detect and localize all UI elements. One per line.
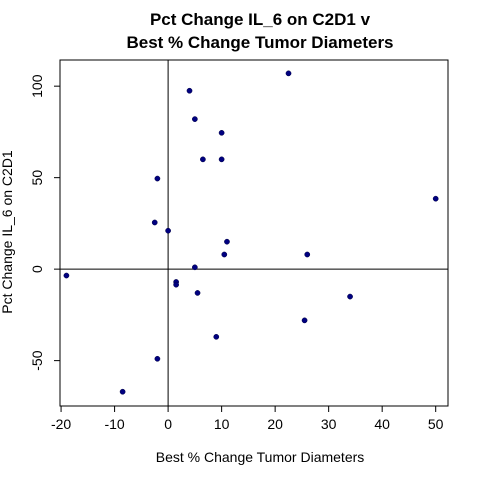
data-point — [119, 388, 126, 395]
data-points — [63, 70, 439, 395]
reference-lines — [60, 60, 448, 406]
x-tick-label: 10 — [214, 416, 230, 432]
data-point — [304, 251, 311, 258]
x-tick-label: 20 — [267, 416, 283, 432]
data-point — [200, 156, 206, 163]
x-tick-label: -20 — [51, 416, 71, 432]
data-point — [192, 264, 198, 271]
data-point — [63, 272, 70, 279]
x-tick-label: 40 — [374, 416, 390, 432]
x-tick-label: 50 — [428, 416, 444, 432]
y-tick-label: -50 — [29, 350, 45, 370]
data-point — [221, 251, 228, 258]
data-point — [347, 293, 353, 300]
x-tick-label: -10 — [104, 416, 124, 432]
data-point — [165, 227, 171, 234]
x-axis-ticks: -20 -10 0 10 20 30 40 50 — [51, 406, 444, 432]
data-point — [218, 129, 225, 136]
data-point — [218, 156, 225, 163]
data-point — [213, 333, 220, 340]
y-tick-label: 0 — [29, 265, 45, 273]
plot-frame — [59, 59, 449, 407]
data-point — [224, 238, 230, 245]
data-point — [432, 195, 439, 202]
data-point — [173, 281, 179, 288]
y-axis-ticks: -50 0 50 100 — [29, 74, 60, 371]
data-point — [192, 116, 198, 122]
data-point — [186, 87, 193, 94]
y-tick-label: 50 — [29, 170, 45, 186]
data-point — [285, 70, 292, 77]
chart-title-line-2: Best % Change Tumor Diameters — [126, 33, 393, 52]
y-tick-label: 100 — [29, 74, 45, 98]
data-point — [154, 355, 161, 362]
y-axis-label: Pct Change IL_6 on C2D1 — [0, 150, 15, 314]
x-tick-label: 0 — [164, 416, 172, 432]
x-axis-label: Best % Change Tumor Diameters — [156, 449, 365, 465]
data-point — [194, 290, 201, 296]
data-point — [301, 317, 308, 324]
x-tick-label: 30 — [321, 416, 337, 432]
data-point — [154, 175, 161, 182]
data-point — [151, 219, 158, 226]
chart-title-line-1: Pct Change IL_6 on C2D1 v — [150, 10, 371, 29]
